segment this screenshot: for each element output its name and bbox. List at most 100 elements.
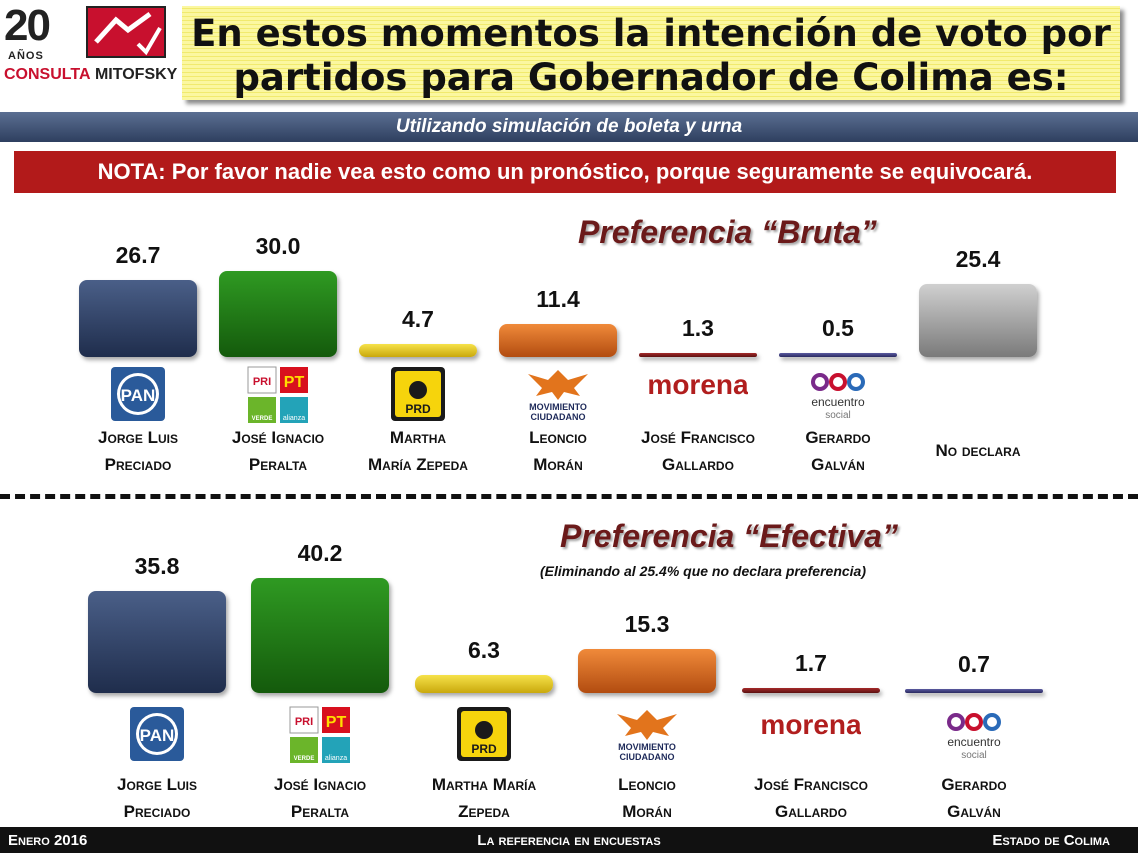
mitofsky-logo: 20 AÑOS CONSULTA MITOFSKY — [0, 0, 180, 95]
candidate-label: José Ignacio Peralta — [240, 771, 400, 825]
candidate-label-line: Gallardo — [775, 802, 847, 821]
candidate-label-line: José Ignacio — [273, 775, 367, 794]
logo-number: 20 — [4, 1, 51, 50]
bar-value-label: 35.8 — [134, 552, 180, 579]
logo-emblem-icon — [86, 6, 166, 58]
candidate-label-line: Preciado — [123, 802, 191, 821]
chart-bar — [499, 324, 617, 357]
candidate-label-line: Jorge Luis — [98, 428, 178, 447]
svg-text:CIUDADANO: CIUDADANO — [531, 412, 586, 422]
candidate-label-line: Morán — [533, 455, 583, 474]
candidate-label: Martha María Zepeda — [338, 424, 498, 478]
chart-bar — [905, 689, 1043, 693]
bar-value-label: 40.2 — [297, 540, 343, 566]
candidate-label: José Francisco Gallardo — [618, 424, 778, 478]
chart-bar — [359, 343, 477, 357]
chart-bar — [578, 649, 716, 693]
chart-bar — [919, 284, 1037, 357]
svg-text:social: social — [961, 750, 987, 761]
svg-text:MOVIMIENTO: MOVIMIENTO — [529, 402, 587, 412]
footer-state: Estado de Colima — [992, 832, 1110, 849]
candidate-label-line: Jorge Luis — [117, 775, 197, 794]
pan-logo-icon: PAN — [111, 367, 165, 421]
svg-text:PRI: PRI — [295, 716, 313, 728]
bar-value-label: 30.0 — [255, 233, 301, 259]
bar-value-label: 26.7 — [115, 242, 161, 269]
candidate-label-line: Leoncio — [529, 428, 587, 447]
candidate-label-line: Peralta — [248, 455, 308, 474]
chart-bar — [251, 578, 389, 693]
chart-efectiva-title: Preferencia “Efectiva” — [560, 518, 898, 554]
chart-efectiva-subtitle: (Eliminando al 25.4% que no declara pref… — [540, 563, 866, 579]
bar-value-label: 15.3 — [624, 611, 670, 638]
party-logo: PAN — [88, 366, 188, 427]
chart-bruta-title: Preferencia “Bruta” — [578, 214, 877, 250]
svg-text:PT: PT — [326, 714, 347, 731]
candidate-label: Gerardo Galván — [894, 771, 1054, 825]
pri-pt-pvem-logo-icon: PRI PT VERDE alianza — [247, 366, 308, 423]
svg-text:morena: morena — [648, 369, 748, 400]
candidate-label-line: Leoncio — [618, 775, 676, 794]
candidate-label-line: Gerardo — [941, 775, 1007, 794]
candidate-label-line: María Zepeda — [368, 455, 468, 474]
svg-text:social: social — [825, 410, 851, 421]
party-logo: PRD — [368, 366, 468, 427]
note-text: NOTA: Por favor nadie vea esto como un p… — [97, 159, 1033, 184]
svg-text:morena: morena — [761, 709, 861, 740]
party-logo: morena — [647, 366, 749, 407]
candidate-label-line: José Ignacio — [231, 428, 325, 447]
pri-pt-pvem-logo-icon: PRI PT VERDE alianza — [289, 706, 350, 763]
candidate-label-line: Morán — [622, 802, 672, 821]
party-logo: morena — [760, 706, 862, 747]
candidate-label-line: Gallardo — [662, 455, 734, 474]
party-logo: MOVIMIENTO CIUDADANO — [508, 366, 608, 427]
svg-text:PRD: PRD — [405, 402, 431, 416]
footer-tagline: La referencia en encuestas — [477, 832, 661, 849]
candidate-label-line: José Francisco — [641, 428, 755, 447]
candidate-label-line: Martha — [389, 428, 447, 447]
svg-text:CIUDADANO: CIUDADANO — [620, 752, 675, 762]
candidate-label-line: Peralta — [290, 802, 350, 821]
chart-bar — [742, 688, 880, 693]
morena-logo-icon: morena — [647, 369, 749, 400]
svg-text:encuentro: encuentro — [947, 735, 1001, 749]
candidate-label: Martha María Zepeda — [404, 771, 564, 825]
morena-logo-icon: morena — [760, 709, 862, 740]
candidate-label: José Ignacio Peralta — [198, 424, 358, 478]
candidate-label-line: Galván — [811, 455, 865, 474]
footer-date: Enero 2016 — [8, 832, 88, 849]
svg-text:VERDE: VERDE — [252, 416, 273, 422]
pan-logo-text: PAN — [121, 386, 156, 405]
bar-value-label: 6.3 — [468, 636, 500, 663]
candidate-label: Gerardo Galván — [758, 424, 918, 478]
party-logo: MOVIMIENTO CIUDADANO — [597, 706, 697, 767]
party-logo: PRI PT VERDE alianza — [228, 366, 328, 429]
candidate-label: No declara — [898, 437, 1058, 464]
candidate-label-line: No declara — [935, 441, 1021, 460]
bar-value-label: 25.4 — [955, 246, 1001, 273]
prd-logo-icon: PRD — [457, 707, 511, 761]
chart-bar — [88, 590, 226, 693]
chart-bar — [219, 271, 337, 357]
svg-text:MOVIMIENTO: MOVIMIENTO — [618, 742, 676, 752]
svg-text:PT: PT — [284, 374, 305, 391]
subtitle-text: Utilizando simulación de boleta y urna — [395, 116, 743, 137]
chart-bar — [415, 674, 553, 693]
subtitle-bar: Utilizando simulación de boleta y urna — [0, 112, 1138, 142]
bar-value-label: 1.7 — [795, 650, 827, 677]
candidate-label-line: Gerardo — [805, 428, 871, 447]
candidate-label: José Francisco Gallardo — [731, 771, 891, 825]
svg-text:VERDE: VERDE — [294, 756, 315, 762]
chart-bar — [639, 353, 757, 357]
candidate-label: Jorge Luis Preciado — [77, 771, 237, 825]
title-panel: En estos momentos la intención de voto p… — [182, 6, 1120, 100]
candidate-label: Leoncio Morán — [478, 424, 638, 478]
pan-logo-icon: PAN — [130, 707, 184, 761]
candidate-label: Jorge Luis Preciado — [58, 424, 218, 478]
chart-bar — [79, 280, 197, 357]
party-logo: PAN — [107, 706, 207, 767]
svg-text:PRD: PRD — [471, 742, 497, 756]
